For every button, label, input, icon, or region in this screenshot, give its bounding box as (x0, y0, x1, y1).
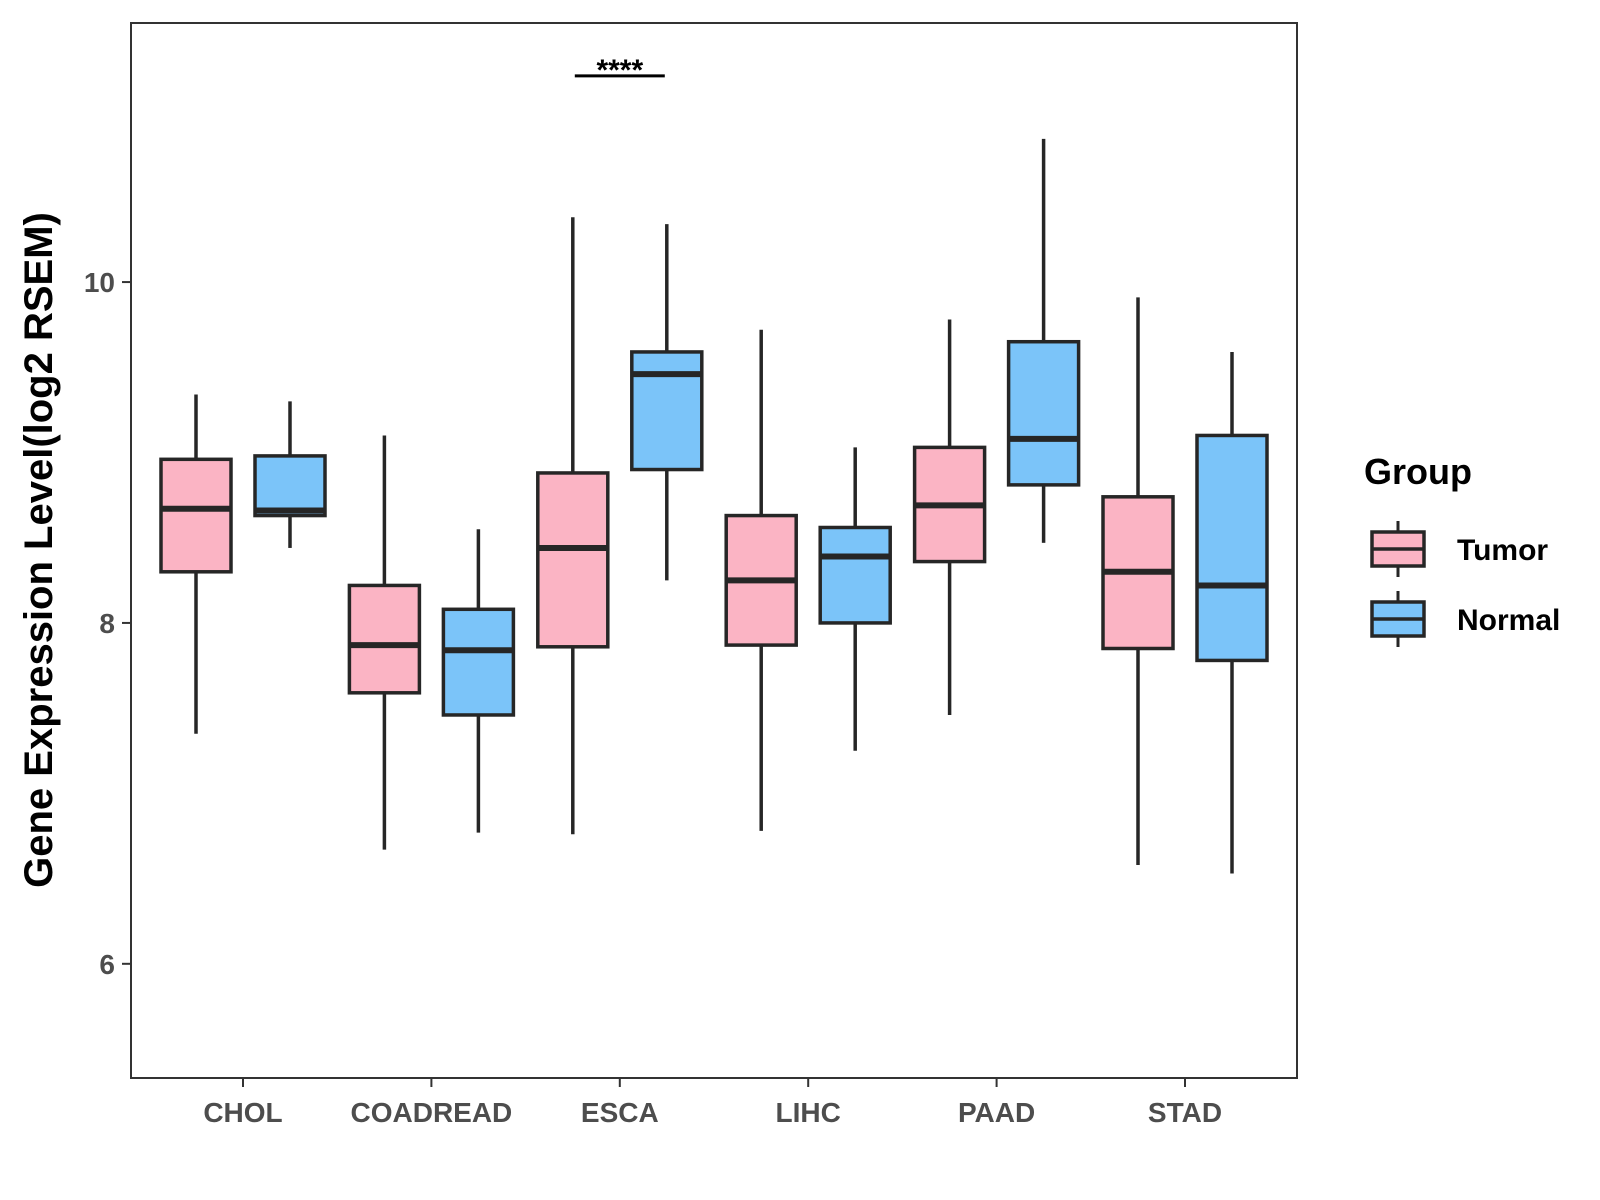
box-iqr (253, 454, 327, 518)
box-tumor-paad (912, 319, 987, 715)
box-iqr (818, 525, 892, 625)
box-iqr (1195, 433, 1269, 663)
box-iqr (441, 607, 516, 717)
x-axis: CHOL COADREAD ESCA LIHC PAAD STAD (203, 1078, 1222, 1128)
y-axis: 6 8 10 (84, 267, 131, 980)
x-tick-label-chol: CHOL (203, 1097, 282, 1128)
box-normal-lihc (818, 447, 892, 751)
significance-label: **** (596, 54, 643, 87)
box-tumor-lihc (724, 329, 798, 831)
x-tick-label-coadread: COADREAD (351, 1097, 513, 1128)
legend-item-tumor: Tumor (1370, 521, 1548, 577)
box-tumor-stad (1101, 297, 1175, 865)
x-tick-label-lihc: LIHC (776, 1097, 841, 1128)
box-normal-esca (630, 224, 704, 581)
box-iqr (1006, 339, 1081, 487)
box-iqr (536, 471, 610, 649)
y-axis-title: Gene Expression Level(log2 RSEM) (17, 212, 61, 888)
box-iqr (630, 350, 704, 472)
legend: Group Tumor Normal (1364, 451, 1560, 647)
box-normal-paad (1006, 138, 1081, 543)
legend-label: Tumor (1457, 534, 1548, 567)
box-tumor-esca (536, 217, 610, 835)
x-tick-label-paad: PAAD (958, 1097, 1035, 1128)
legend-label: Normal (1457, 604, 1560, 637)
box-normal-coadread (441, 529, 516, 833)
box-iqr (347, 583, 422, 695)
x-tick-label-stad: STAD (1148, 1097, 1222, 1128)
legend-items: Tumor Normal (1370, 521, 1560, 647)
significance-annotations: **** (574, 54, 665, 87)
boxes-layer (159, 138, 1269, 874)
legend-title: Group (1364, 451, 1472, 492)
box-normal-chol (253, 401, 327, 548)
box-iqr (159, 457, 233, 574)
box-tumor-chol (159, 394, 233, 734)
y-tick-label: 10 (84, 267, 115, 298)
box-normal-stad (1195, 351, 1269, 874)
box-tumor-coadread (347, 435, 422, 850)
legend-item-normal: Normal (1370, 591, 1560, 647)
y-tick-label: 8 (99, 608, 115, 639)
x-tick-label-esca: ESCA (581, 1097, 659, 1128)
y-tick-label: 6 (99, 949, 115, 980)
